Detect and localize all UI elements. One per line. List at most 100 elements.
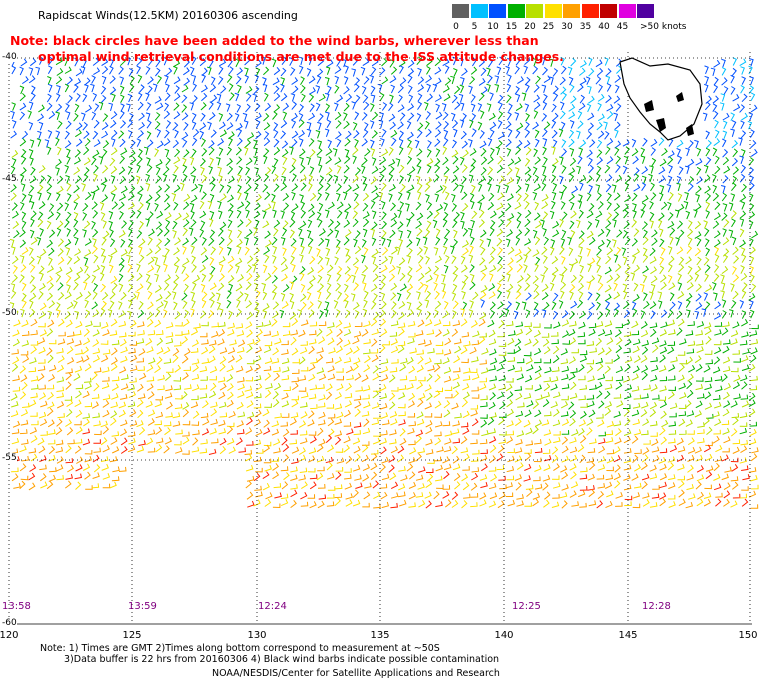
wind-barb [398,411,406,417]
wind-barb [677,155,683,165]
wind-barb [334,102,339,112]
wind-barb [246,359,255,365]
wind-barb [381,237,386,246]
wind-barb [560,348,568,356]
wind-barb [98,156,104,165]
wind-barb [596,255,602,265]
wind-barb [659,354,666,363]
wind-barb [677,203,685,212]
wind-barb [246,329,253,338]
wind-barb [128,220,134,229]
wind-barb [561,65,567,75]
wind-barb [218,246,224,255]
wind-barb [354,309,360,319]
wind-barb [388,273,396,282]
wind-barb [137,101,144,111]
wind-barb [706,413,714,419]
wind-barb [721,138,727,148]
wind-barb [714,129,720,139]
wind-barb [748,211,756,220]
wind-barb [705,465,714,472]
wind-barb [299,174,307,183]
wind-barb [542,255,548,264]
wind-barb [101,58,109,67]
wind-barb [598,400,605,409]
wind-barb [459,184,464,193]
wind-barb [713,138,721,147]
wind-barb [622,319,631,327]
wind-barb [733,358,741,363]
wind-barb [164,202,171,211]
wind-barb [370,471,378,480]
wind-barb [31,420,39,426]
wind-barb [291,112,298,121]
wind-barb [542,338,550,347]
wind-barb [316,472,324,481]
wind-barb [433,174,440,183]
wind-barb [136,138,142,147]
wind-barb [650,266,658,275]
wind-barb [101,75,107,85]
wind-barb [615,492,623,499]
wind-barb [687,454,695,462]
wind-barb [679,392,687,400]
wind-barb [201,273,207,283]
wind-barb [152,83,158,92]
wind-barb [127,310,132,320]
wind-barb [524,409,532,418]
wind-barb [748,193,754,202]
wind-barb [533,476,541,482]
wind-barb [327,139,332,149]
colorbar-tick: 10 [487,22,499,32]
wind-barb [433,247,439,256]
wind-barb [237,291,244,300]
wind-barb [48,339,57,345]
wind-barb [308,138,315,147]
wind-barb [506,265,514,274]
wind-barb [55,76,63,85]
wind-barb [561,500,568,509]
wind-barb [75,129,82,138]
wind-barb [399,438,407,446]
wind-barb [110,119,117,129]
wind-barb [668,191,674,201]
wind-barb [696,237,702,247]
wind-barb [370,200,376,209]
wind-barb [406,229,412,239]
wind-barb [704,65,709,74]
wind-barb [300,437,308,445]
wind-barb [201,74,206,83]
wind-barb [219,58,227,67]
wind-barb [732,274,740,283]
wind-barb [552,229,560,238]
wind-barb [514,385,523,392]
wind-barb [687,220,693,229]
wind-barb [355,386,363,392]
wind-barb [317,183,324,192]
wind-barb [93,420,101,427]
wind-barb [46,347,53,356]
wind-barb [723,165,731,174]
wind-barb [388,113,396,122]
wind-barb [145,400,153,408]
wind-barb [434,94,442,102]
wind-barb [156,128,162,138]
wind-barb [308,447,317,455]
wind-barb [65,458,74,464]
wind-barb [136,230,143,239]
wind-barb [559,218,564,228]
wind-barb [315,102,321,112]
wind-barb [489,436,497,444]
wind-barb [452,320,461,327]
wind-barb [369,120,375,129]
wind-barb [533,308,540,318]
wind-barb [74,310,80,320]
wind-barb [561,366,570,373]
wind-barb [613,302,621,311]
wind-barb [57,248,64,257]
wind-barb [399,175,404,184]
wind-barb [498,384,507,391]
wind-barb [605,300,611,310]
wind-barb [480,481,488,489]
wind-barb [184,384,192,390]
